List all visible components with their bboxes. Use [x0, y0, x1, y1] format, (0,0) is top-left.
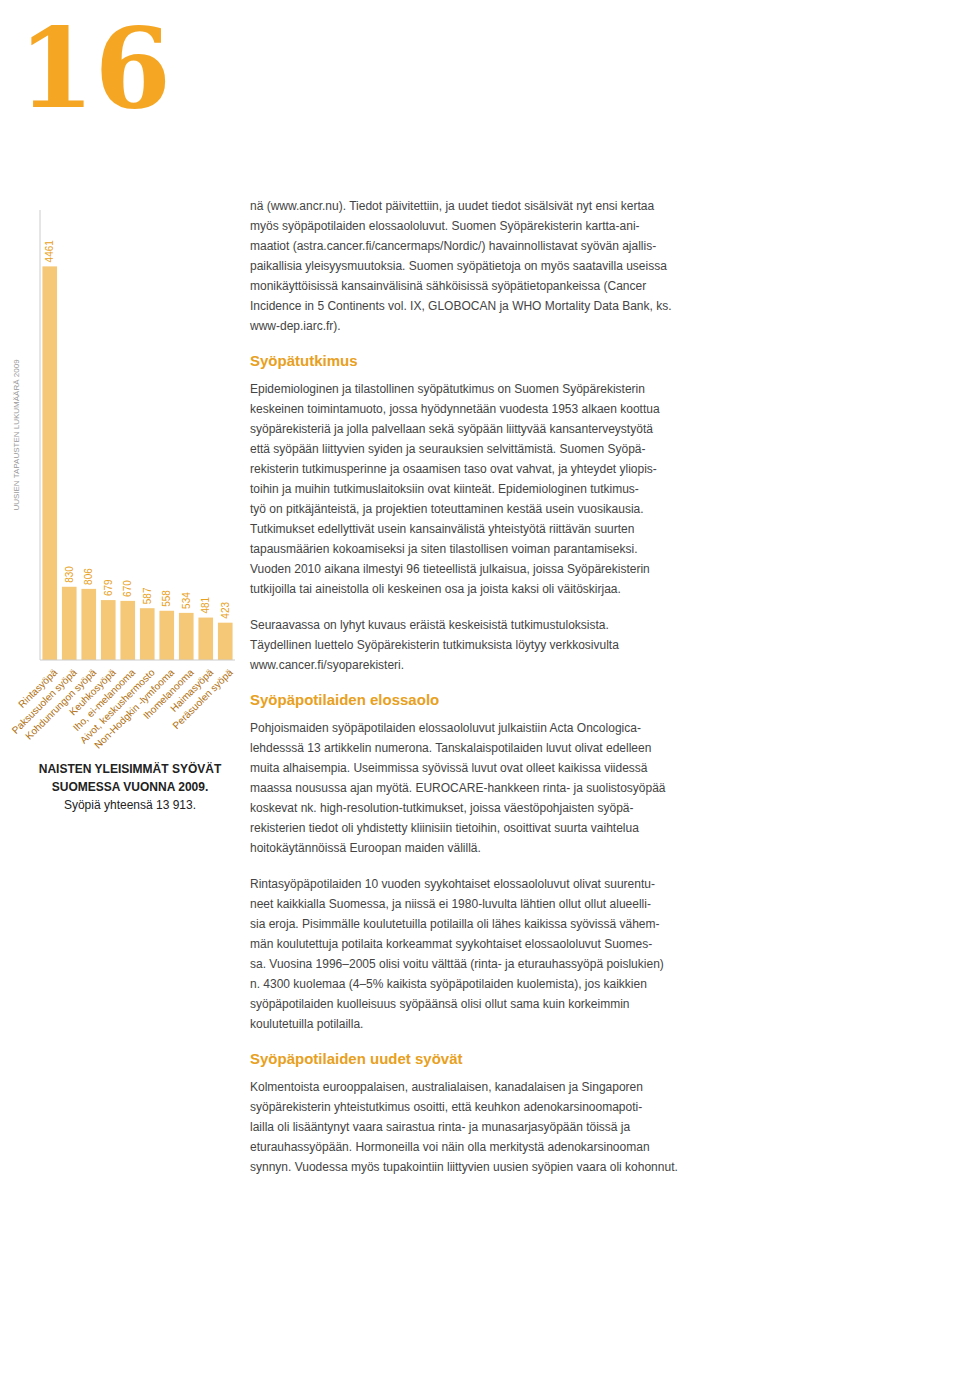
bar: [120, 601, 135, 660]
text-line: nä (www.ancr.nu). Tiedot päivitettiin, j…: [250, 196, 940, 216]
chart-subtitle: Syöpiä yhteensä 13 913.: [20, 796, 240, 814]
text-line: Rintasyöpäpotilaiden 10 vuoden syykohtai…: [250, 874, 940, 894]
data-label: 830: [64, 566, 75, 583]
text-line: paikallisia yleisyysmuutoksia. Suomen sy…: [250, 256, 940, 276]
text-line: toihin ja muihin tutkimuslaitoksiin ovat…: [250, 479, 940, 499]
text-line: keskeinen toimintamuoto, jossa hyödynnet…: [250, 399, 940, 419]
text-line: syöpärekisterin yhteistutkimus osoitti, …: [250, 1097, 940, 1117]
text-line: hoitokäytännöissä Euroopan maiden välill…: [250, 838, 940, 858]
text-line: tapausmäärien kokoamiseksi ja siten tila…: [250, 539, 940, 559]
data-label: 4461: [44, 240, 55, 263]
text-line: www.cancer.fi/syoparekisteri.: [250, 655, 940, 675]
text-line: lailla oli lisääntynyt vaara sairastua r…: [250, 1117, 940, 1137]
bar: [140, 608, 155, 660]
section: Syöpätutkimus Epidemiologinen ja tilastol…: [250, 352, 940, 675]
category-label: Non-Hodgkin -lymfooma: [92, 666, 176, 750]
chart-caption: NAISTEN YLEISIMMÄT SYÖVÄT SUOMESSA VUONN…: [20, 760, 240, 814]
text-line: muita alhaisempia. Useimmissa syövissä l…: [250, 758, 940, 778]
data-label: 670: [122, 580, 133, 597]
text-line: myös syöpäpotilaiden elossaololuvut. Suo…: [250, 216, 940, 236]
text-line: lehdesssä 13 artikkelin numerona. Tanska…: [250, 738, 940, 758]
y-axis-line: [40, 210, 41, 660]
section: Syöpäpotilaiden uudet syövät Kolmentoista…: [250, 1050, 940, 1177]
text-line: monikäyttöisissä kansainvälisinä sähköis…: [250, 276, 940, 296]
text-line: maatiot (astra.cancer.fi/cancermaps/Nord…: [250, 236, 940, 256]
data-label: 481: [200, 596, 211, 613]
paragraph: Pohjoismaiden syöpäpotilaiden elossaolol…: [250, 718, 940, 858]
paragraph: Kolmentoista eurooppalaisen, australiala…: [250, 1077, 940, 1177]
text-line: syöpäpotilaiden kuolleisuus syöpäänsä ol…: [250, 994, 940, 1014]
bar: [42, 266, 57, 660]
data-label: 806: [83, 568, 94, 585]
bar: [62, 587, 77, 660]
text-line: Vuoden 2010 aikana ilmestyi 96 tieteelli…: [250, 559, 940, 579]
section-heading: Syöpätutkimus: [250, 352, 940, 369]
data-label: 587: [142, 587, 153, 604]
data-label: 534: [181, 592, 192, 609]
text-line: maassa nousussa ajan myötä. EUROCARE-han…: [250, 778, 940, 798]
text-line: syöpärekisteriä ja jolla palvellaan sekä…: [250, 419, 940, 439]
text-line: eturauhassyöpään. Hormoneilla voi näin o…: [250, 1137, 940, 1157]
text-line: tutkijoilla tai aineistolla oli keskeine…: [250, 579, 940, 599]
text-line: koskevat nk. high-resolution-tutkimukset…: [250, 798, 940, 818]
section: Syöpäpotilaiden elossaolo Pohjoismaiden s…: [250, 691, 940, 1034]
y-axis-label: UUSIEN TAPAUSTEN LUKUMÄÄRÄ 2009: [12, 359, 21, 511]
bar: [218, 623, 233, 660]
text-line: Epidemiologinen ja tilastollinen syöpätu…: [250, 379, 940, 399]
bar: [101, 600, 116, 660]
chart-title: NAISTEN YLEISIMMÄT SYÖVÄT SUOMESSA VUONN…: [20, 760, 240, 796]
text-line: rekisterien tiedot oli yhdistetty kliini…: [250, 818, 940, 838]
text-line: män koulutettuja potilaita korkeammat sy…: [250, 934, 940, 954]
bar: [159, 611, 174, 660]
category-label: Aivot, keskushermosto: [78, 666, 157, 745]
text-line: Pohjoismaiden syöpäpotilaiden elossaolol…: [250, 718, 940, 738]
text-line: Tutkimukset edellyttivät usein kansainvä…: [250, 519, 940, 539]
paragraph: Rintasyöpäpotilaiden 10 vuoden syykohtai…: [250, 874, 940, 1034]
page-number: 16: [18, 14, 171, 124]
data-label: 679: [103, 579, 114, 596]
category-label: Peräsuolen syöpä: [170, 666, 235, 731]
text-line: Kolmentoista eurooppalaisen, australiala…: [250, 1077, 940, 1097]
data-label: 423: [220, 602, 231, 619]
text-line: www-dep.iarc.fr).: [250, 316, 940, 336]
x-axis-line: [40, 660, 235, 661]
text-line: työ on pitkäjänteistä, ja projektien tot…: [250, 499, 940, 519]
text-line: koulutetuilla potilailla.: [250, 1014, 940, 1034]
section-heading: Syöpäpotilaiden uudet syövät: [250, 1050, 940, 1067]
text-line: synnyn. Vuodessa myös tupakointiin liitt…: [250, 1157, 940, 1177]
data-label: 558: [161, 590, 172, 607]
bar: [179, 613, 194, 660]
text-line: sia eroja. Pisimmälle koulutetuilla poti…: [250, 914, 940, 934]
text-line: sa. Vuosina 1996–2005 olisi voitu välttä…: [250, 954, 940, 974]
paragraph: Epidemiologinen ja tilastollinen syöpätu…: [250, 379, 940, 599]
section-heading: Syöpäpotilaiden elossaolo: [250, 691, 940, 708]
bar: [198, 618, 213, 660]
paragraph: Seuraavassa on lyhyt kuvaus eräistä kesk…: [250, 615, 940, 675]
text-line: Incidence in 5 Continents vol. IX, GLOBO…: [250, 296, 940, 316]
text-column: nä (www.ancr.nu). Tiedot päivitettiin, j…: [250, 196, 940, 1193]
bar: [81, 589, 96, 660]
text-line: rekisterin tutkimusperinne ja osaamisen …: [250, 459, 940, 479]
paragraph: nä (www.ancr.nu). Tiedot päivitettiin, j…: [250, 196, 940, 336]
text-line: neet kaikkialla Suomessa, ja niissä ei 1…: [250, 894, 940, 914]
text-line: Seuraavassa on lyhyt kuvaus eräistä kesk…: [250, 615, 940, 635]
text-line: että syöpään liittyvien syiden ja seurau…: [250, 439, 940, 459]
text-line: Täydellinen luettelo Syöpärekisterin tut…: [250, 635, 940, 655]
bar-chart: 4461830806679670587558534481423Rintasyöp…: [0, 190, 240, 750]
bars: [42, 266, 232, 660]
text-line: n. 4300 kuolemaa (4–5% kaikista syöpäpot…: [250, 974, 940, 994]
